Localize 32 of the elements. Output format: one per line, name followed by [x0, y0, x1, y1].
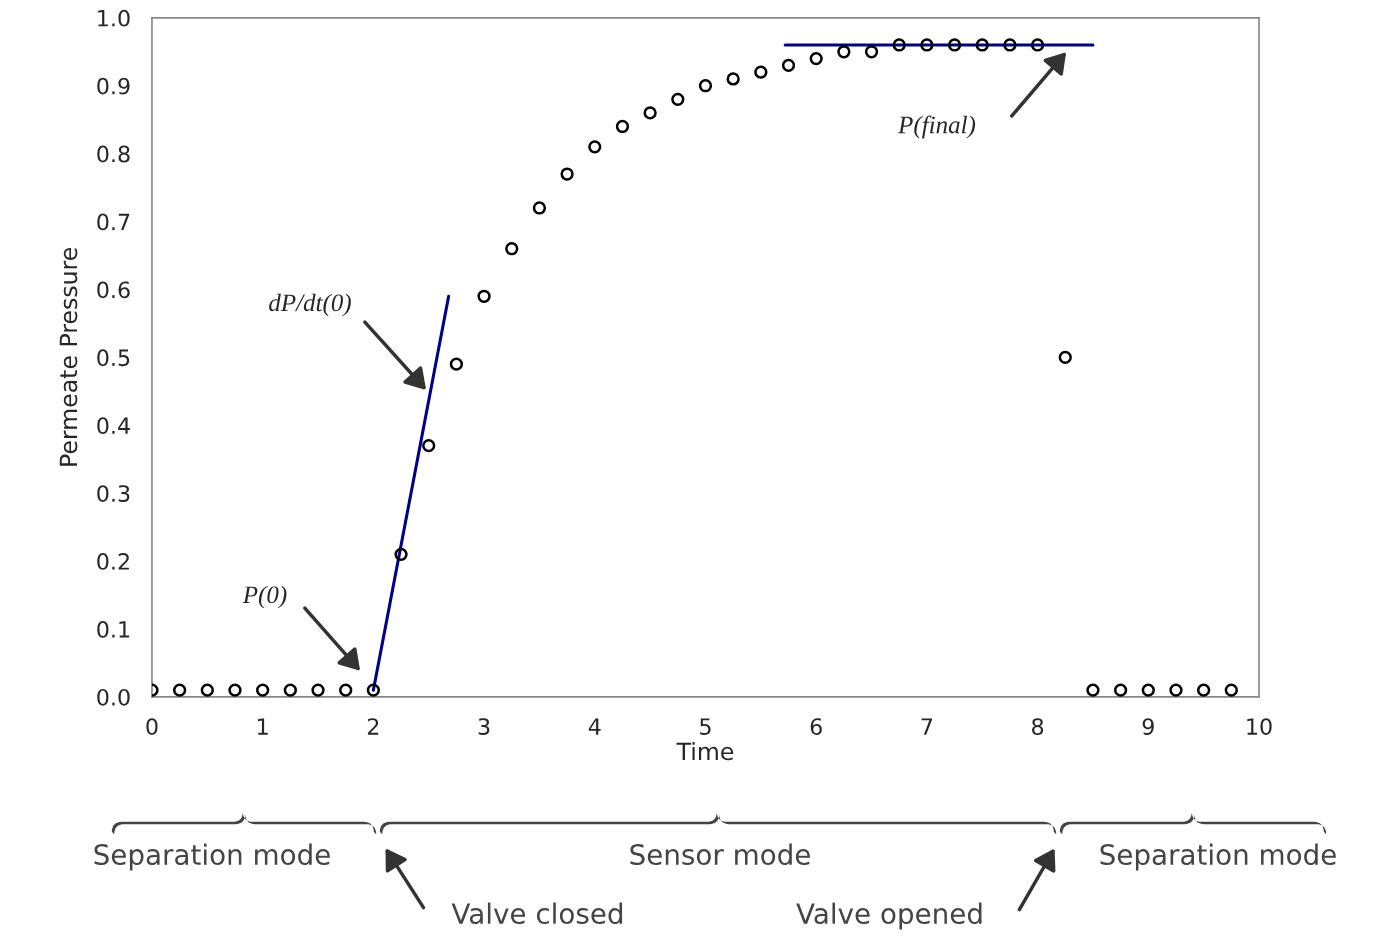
- y-tick-label: 0.7: [97, 213, 130, 231]
- text: Valve closed: [451, 902, 623, 925]
- x-tick-label: 2: [367, 718, 379, 735]
- annotation: dP/dt(0): [269, 293, 351, 317]
- text: Sensor mode: [630, 843, 810, 866]
- y-tick-label: 0.1: [97, 620, 130, 638]
- y-tick-label: 0.5: [97, 349, 130, 367]
- y-tick-label: 1.0: [98, 9, 130, 27]
- y-tick-label: 0.6: [97, 281, 130, 299]
- x-tick-label: 6: [810, 718, 822, 735]
- text: Valve opened: [796, 902, 982, 930]
- y-tick-label: 0.8: [97, 145, 130, 163]
- x-tick-label: 8: [1032, 718, 1044, 735]
- y-tick-label: 0.0: [97, 688, 130, 706]
- text: Separation mode: [1100, 843, 1336, 871]
- x-tick-label: 4: [588, 718, 601, 735]
- y-tick-label: 0.3: [97, 485, 130, 502]
- annotation: P(0): [242, 585, 287, 609]
- y-tick-label: 0.9: [97, 77, 130, 95]
- y-axis-title: Permeate Pressure: [59, 247, 78, 466]
- x-tick-label: 0: [146, 718, 158, 735]
- x-tick-label: 3: [478, 718, 490, 735]
- y-tick-label: 0.2: [97, 553, 129, 570]
- x-tick-label: 5: [700, 718, 711, 735]
- annotation: P(final): [897, 115, 976, 139]
- x-axis-title: Time: [676, 742, 734, 761]
- x-tick-label: 1: [258, 718, 268, 735]
- x-tick-label: 7: [921, 718, 933, 735]
- x-tick-label: 9: [1142, 718, 1154, 735]
- y-tick-label: 0.4: [97, 417, 130, 435]
- text: Separation mode: [94, 843, 330, 871]
- x-tick-label: 10: [1247, 718, 1272, 735]
